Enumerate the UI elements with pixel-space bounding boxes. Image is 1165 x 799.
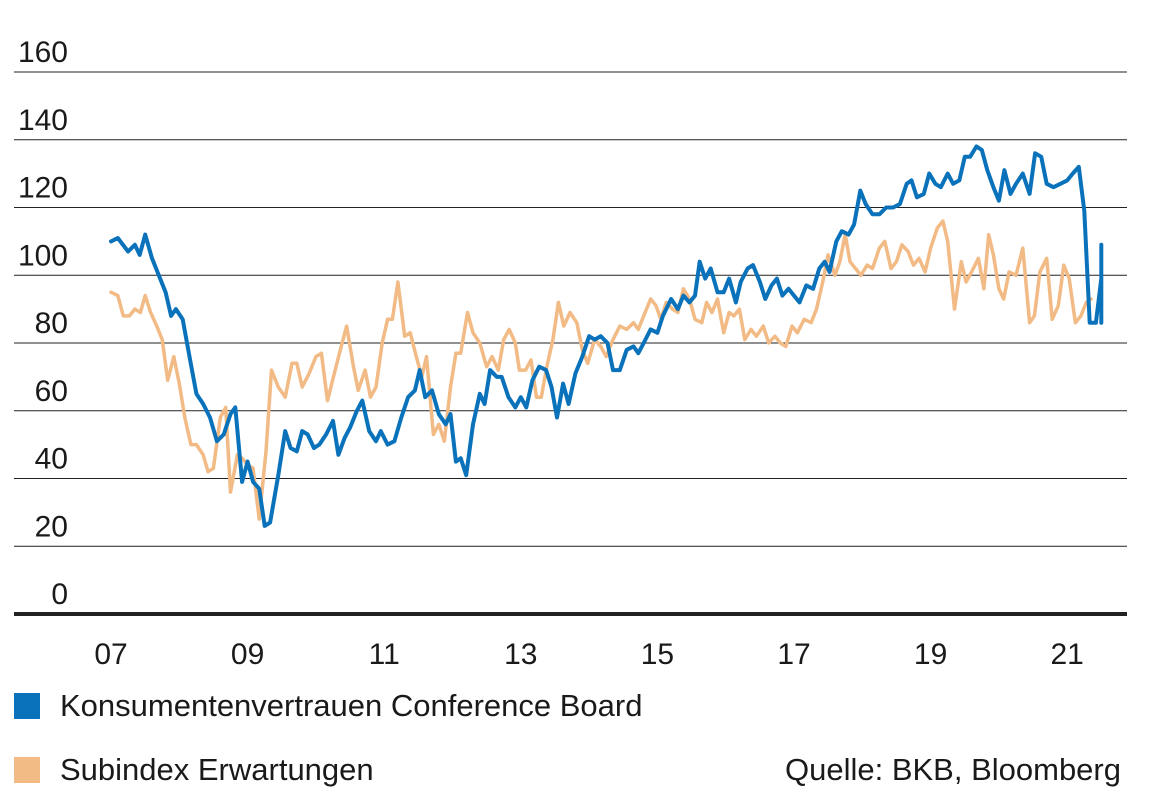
x-tick-label-07: 07 xyxy=(94,638,127,671)
y-tick-label-40: 40 xyxy=(35,443,68,476)
legend-label-subindex: Subindex Erwartungen xyxy=(60,752,374,787)
y-tick-label-20: 20 xyxy=(35,510,68,543)
x-tick-label-17: 17 xyxy=(777,638,810,671)
series-lines xyxy=(109,144,1104,528)
legend-item-subindex: Subindex Erwartungen xyxy=(14,752,374,788)
x-tick-label-15: 15 xyxy=(641,638,674,671)
x-tick-label-21: 21 xyxy=(1051,638,1084,671)
x-tick-label-11: 11 xyxy=(369,638,400,671)
legend-swatch-orange xyxy=(14,757,40,783)
gridlines xyxy=(14,71,1127,547)
legend-item-konsumentenvertrauen: Konsumentenvertrauen Conference Board xyxy=(14,688,642,724)
y-axis-ticks: 0 20 40 60 80 100 120 140 160 xyxy=(18,36,68,611)
x-axis-ticks: 07 09 11 13 15 17 19 21 xyxy=(94,638,1084,671)
y-tick-label-140: 140 xyxy=(18,104,68,137)
x-tick-label-13: 13 xyxy=(504,638,537,671)
source-note: Quelle: BKB, Bloomberg xyxy=(784,752,1121,787)
legend-label-konsumentenvertrauen: Konsumentenvertrauen Conference Board xyxy=(60,688,643,723)
y-tick-label-160: 160 xyxy=(18,36,68,69)
x-tick-label-19: 19 xyxy=(914,638,947,671)
line-chart: 0 20 40 60 80 100 120 140 160 07 09 11 13 15 17 19 21 xyxy=(14,36,1127,671)
y-tick-label-120: 120 xyxy=(18,172,68,205)
legend-swatch-blue xyxy=(14,693,40,719)
series-line-subindex-erwartungen xyxy=(109,219,1093,521)
y-tick-label-100: 100 xyxy=(18,239,68,272)
series-line-konsumentenvertrauen xyxy=(109,144,1104,528)
y-tick-label-80: 80 xyxy=(35,307,68,340)
y-tick-label-0: 0 xyxy=(51,578,68,611)
x-tick-label-09: 09 xyxy=(231,638,264,671)
y-tick-label-60: 60 xyxy=(35,375,68,408)
